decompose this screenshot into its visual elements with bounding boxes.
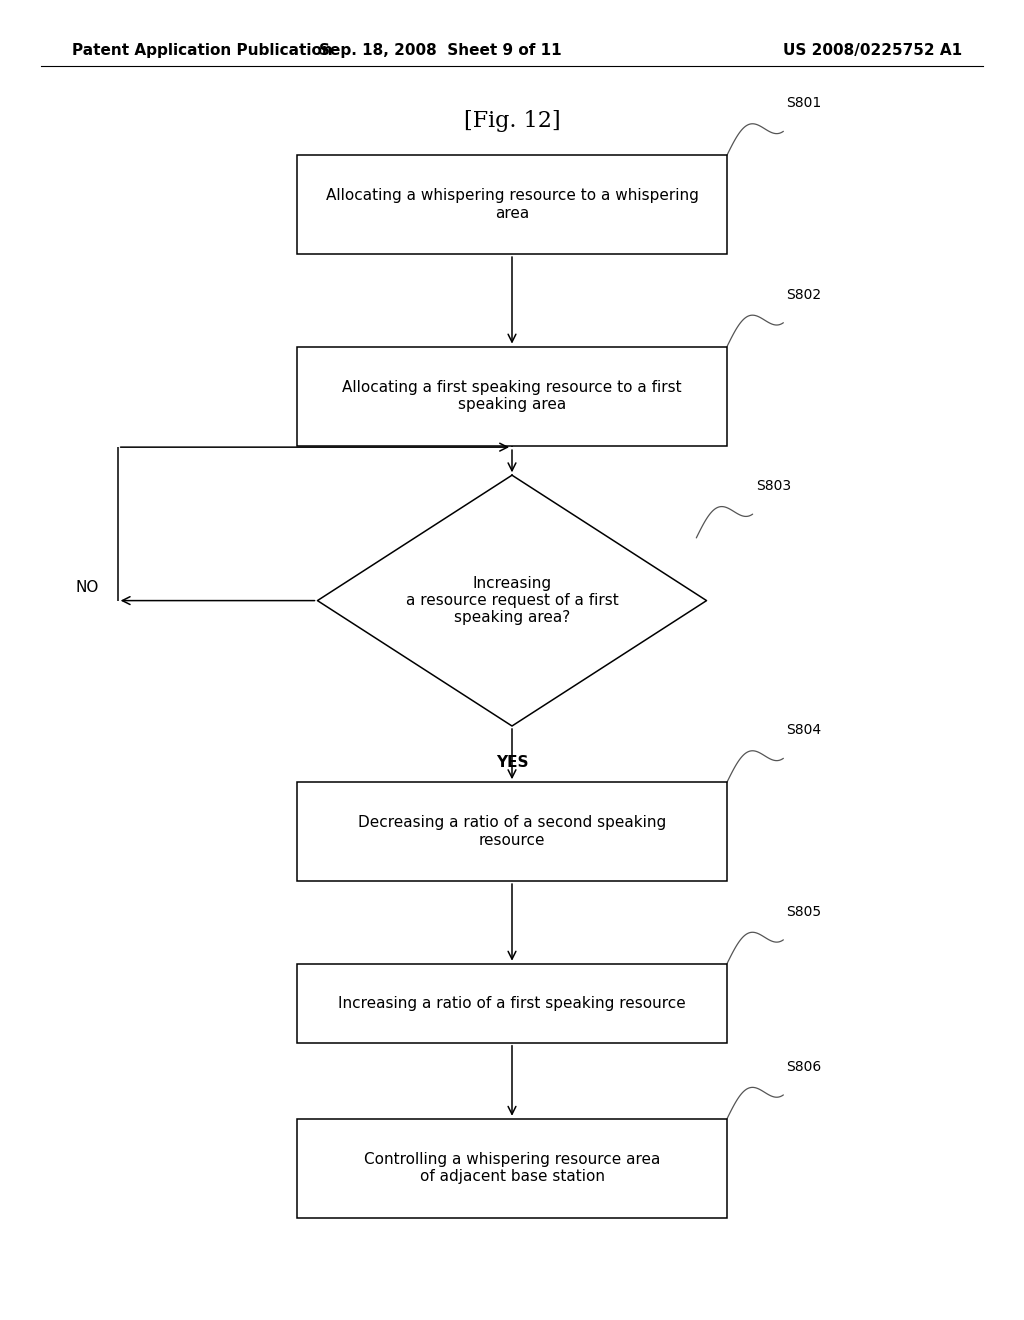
Text: S803: S803: [756, 479, 791, 492]
Bar: [297, 781, 727, 882]
Text: US 2008/0225752 A1: US 2008/0225752 A1: [783, 42, 963, 58]
Text: Controlling a whispering resource area
of adjacent base station: Controlling a whispering resource area o…: [364, 1152, 660, 1184]
Text: NO: NO: [76, 579, 98, 595]
Bar: [297, 964, 727, 1043]
Text: S802: S802: [786, 288, 821, 302]
Text: Sep. 18, 2008  Sheet 9 of 11: Sep. 18, 2008 Sheet 9 of 11: [319, 42, 561, 58]
Bar: [297, 346, 727, 446]
Text: S804: S804: [786, 723, 821, 737]
Text: Patent Application Publication: Patent Application Publication: [72, 42, 333, 58]
Text: YES: YES: [496, 755, 528, 770]
Text: [Fig. 12]: [Fig. 12]: [464, 111, 560, 132]
Text: Allocating a whispering resource to a whispering
area: Allocating a whispering resource to a wh…: [326, 189, 698, 220]
Text: Decreasing a ratio of a second speaking
resource: Decreasing a ratio of a second speaking …: [357, 816, 667, 847]
Text: Increasing a ratio of a first speaking resource: Increasing a ratio of a first speaking r…: [338, 995, 686, 1011]
Text: Allocating a first speaking resource to a first
speaking area: Allocating a first speaking resource to …: [342, 380, 682, 412]
Bar: [297, 1119, 727, 1217]
Text: S806: S806: [786, 1060, 821, 1074]
Text: Increasing
a resource request of a first
speaking area?: Increasing a resource request of a first…: [406, 576, 618, 626]
Bar: [297, 154, 727, 253]
Text: S801: S801: [786, 96, 821, 111]
Text: S805: S805: [786, 904, 821, 919]
